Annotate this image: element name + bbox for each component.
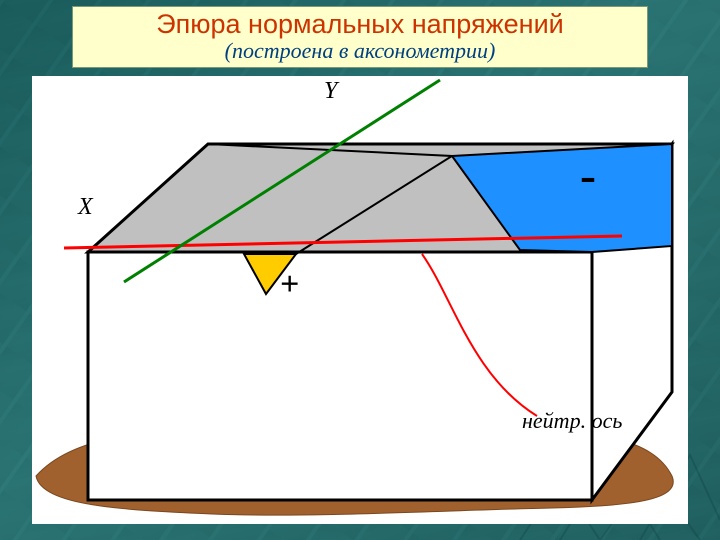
title-subtitle: (построена в аксонометрии) (73, 38, 647, 64)
slide: Эпюра нормальных напряжений (построена в… (0, 0, 720, 540)
title-box: Эпюра нормальных напряжений (построена в… (72, 6, 648, 68)
neutral-axis-label: нейтр. ось (522, 408, 622, 434)
plus-sign: + (280, 266, 299, 304)
axis-y-label: Y (324, 78, 337, 105)
beam-front-face (88, 252, 592, 500)
axis-x-label: X (78, 194, 93, 221)
title-main: Эпюра нормальных напряжений (73, 9, 647, 40)
diagram-panel: Y X + - нейтр. ось (32, 76, 688, 524)
minus-sign: - (580, 148, 596, 203)
diagram-svg (32, 76, 688, 524)
